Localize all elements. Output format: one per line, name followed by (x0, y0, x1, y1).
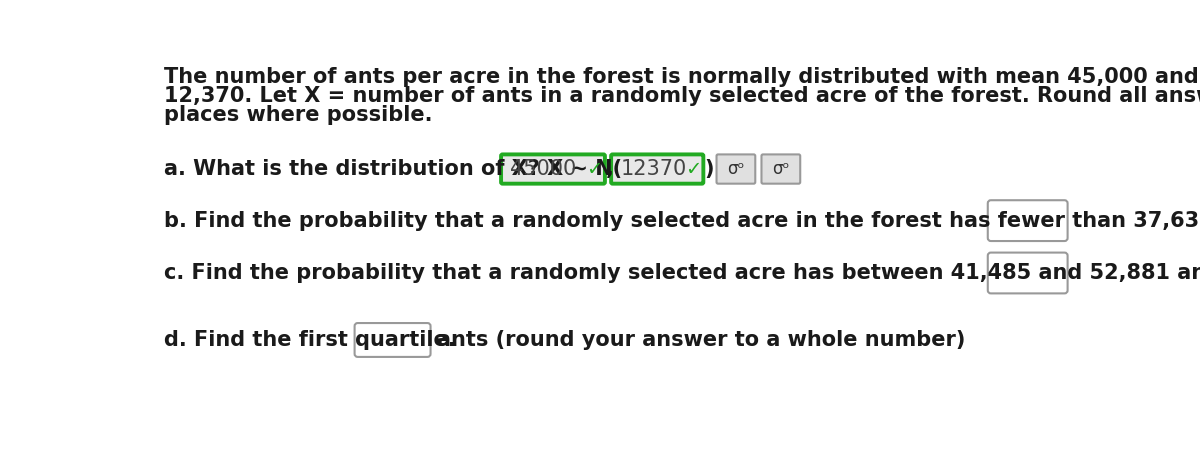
Text: ✓: ✓ (587, 160, 602, 179)
Text: σᵒ: σᵒ (727, 160, 744, 178)
Text: 12370: 12370 (620, 159, 686, 179)
FancyBboxPatch shape (611, 154, 703, 184)
Text: ants (round your answer to a whole number): ants (round your answer to a whole numbe… (437, 330, 965, 350)
Text: σᵒ: σᵒ (772, 160, 790, 178)
Text: b. Find the probability that a randomly selected acre in the forest has fewer th: b. Find the probability that a randomly … (164, 211, 1200, 230)
FancyBboxPatch shape (988, 252, 1068, 293)
FancyBboxPatch shape (502, 154, 605, 184)
FancyBboxPatch shape (716, 154, 755, 184)
Text: places where possible.: places where possible. (164, 105, 432, 125)
Text: a. What is the distribution of X? X ∼ N(: a. What is the distribution of X? X ∼ N( (164, 159, 622, 179)
FancyBboxPatch shape (762, 154, 800, 184)
Text: c. Find the probability that a randomly selected acre has between 41,485 and 52,: c. Find the probability that a randomly … (164, 263, 1200, 283)
Text: ,: , (606, 159, 613, 179)
FancyBboxPatch shape (988, 200, 1068, 241)
Text: ): ) (704, 159, 714, 179)
FancyBboxPatch shape (355, 323, 431, 357)
Text: 45000: 45000 (510, 159, 577, 179)
Text: 12,370. Let X = number of ants in a randomly selected acre of the forest. Round : 12,370. Let X = number of ants in a rand… (164, 86, 1200, 106)
Text: d. Find the first quartile.: d. Find the first quartile. (164, 330, 456, 350)
Text: ✓: ✓ (685, 160, 701, 179)
Text: The number of ants per acre in the forest is normally distributed with mean 45,0: The number of ants per acre in the fores… (164, 67, 1200, 87)
